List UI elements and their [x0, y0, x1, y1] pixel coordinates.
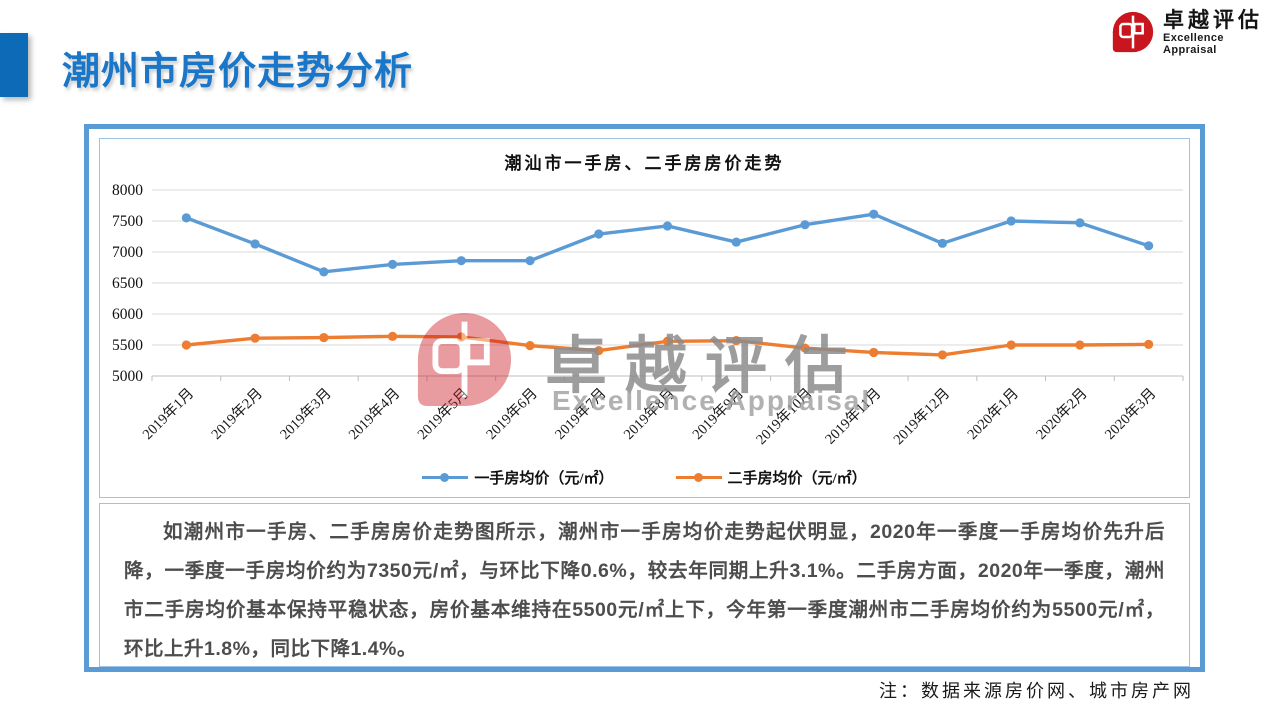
svg-text:2019年12月: 2019年12月 [890, 385, 953, 448]
legend-label: 二手房均价（元/㎡） [727, 471, 867, 487]
svg-text:2019年7月: 2019年7月 [551, 385, 609, 443]
svg-text:2019年6月: 2019年6月 [483, 385, 541, 443]
company-logo: 卓越评估 Excellence Appraisal [1112, 8, 1280, 56]
svg-text:2019年11月: 2019年11月 [822, 385, 885, 448]
svg-text:2020年2月: 2020年2月 [1033, 385, 1091, 443]
page-title: 潮州市房价走势分析 [62, 51, 414, 93]
svg-text:7000: 7000 [112, 244, 143, 261]
svg-text:8000: 8000 [112, 182, 143, 199]
analysis-paragraph: 如潮州市一手房、二手房房价走势图所示，潮州市一手房均价走势起伏明显，2020年一… [124, 521, 1165, 660]
svg-text:5500: 5500 [112, 337, 143, 354]
legend-item-second-hand: 二手房均价（元/㎡） [675, 467, 867, 488]
company-logo-text: 卓越评估 Excellence Appraisal [1163, 8, 1280, 56]
analysis-panel: 如潮州市一手房、二手房房价走势图所示，潮州市一手房均价走势起伏明显，2020年一… [99, 503, 1190, 667]
legend-line-marker [422, 473, 469, 482]
legend-label: 一手房均价（元/㎡） [474, 471, 614, 487]
svg-text:2019年1月: 2019年1月 [139, 385, 197, 443]
company-logo-icon [1112, 11, 1154, 53]
svg-text:2019年10月: 2019年10月 [753, 385, 816, 448]
svg-text:6000: 6000 [112, 306, 143, 323]
svg-text:2019年3月: 2019年3月 [277, 385, 335, 443]
svg-text:2019年9月: 2019年9月 [689, 385, 747, 443]
svg-text:5000: 5000 [112, 368, 143, 385]
svg-text:6500: 6500 [112, 275, 143, 292]
svg-text:2019年4月: 2019年4月 [345, 385, 403, 443]
legend-item-first-hand: 一手房均价（元/㎡） [422, 467, 614, 488]
svg-text:2020年3月: 2020年3月 [1101, 385, 1159, 443]
svg-text:2020年1月: 2020年1月 [964, 385, 1022, 443]
data-source-note: 注：数据来源房价网、城市房产网 [879, 681, 1194, 701]
legend-line-marker [675, 473, 722, 482]
title-accent-square [0, 33, 28, 97]
company-name: 卓越评估 [1163, 8, 1263, 32]
svg-text:2019年5月: 2019年5月 [414, 385, 472, 443]
company-name-en: Excellence Appraisal [1163, 32, 1224, 56]
svg-text:2019年2月: 2019年2月 [208, 385, 266, 443]
chart-panel: 5000 5500 6000 6500 7000 7500 8000 2019年1月 2019年… [99, 138, 1190, 498]
svg-text:7500: 7500 [112, 213, 143, 230]
chart-title: 潮汕市一手房、二手房房价走势 [504, 154, 785, 173]
content-frame: 5000 5500 6000 6500 7000 7500 8000 2019年1月 2019年… [84, 124, 1205, 672]
chart-legend: 一手房均价（元/㎡） 二手房均价（元/㎡） [100, 467, 1189, 488]
svg-text:2019年8月: 2019年8月 [620, 385, 678, 443]
